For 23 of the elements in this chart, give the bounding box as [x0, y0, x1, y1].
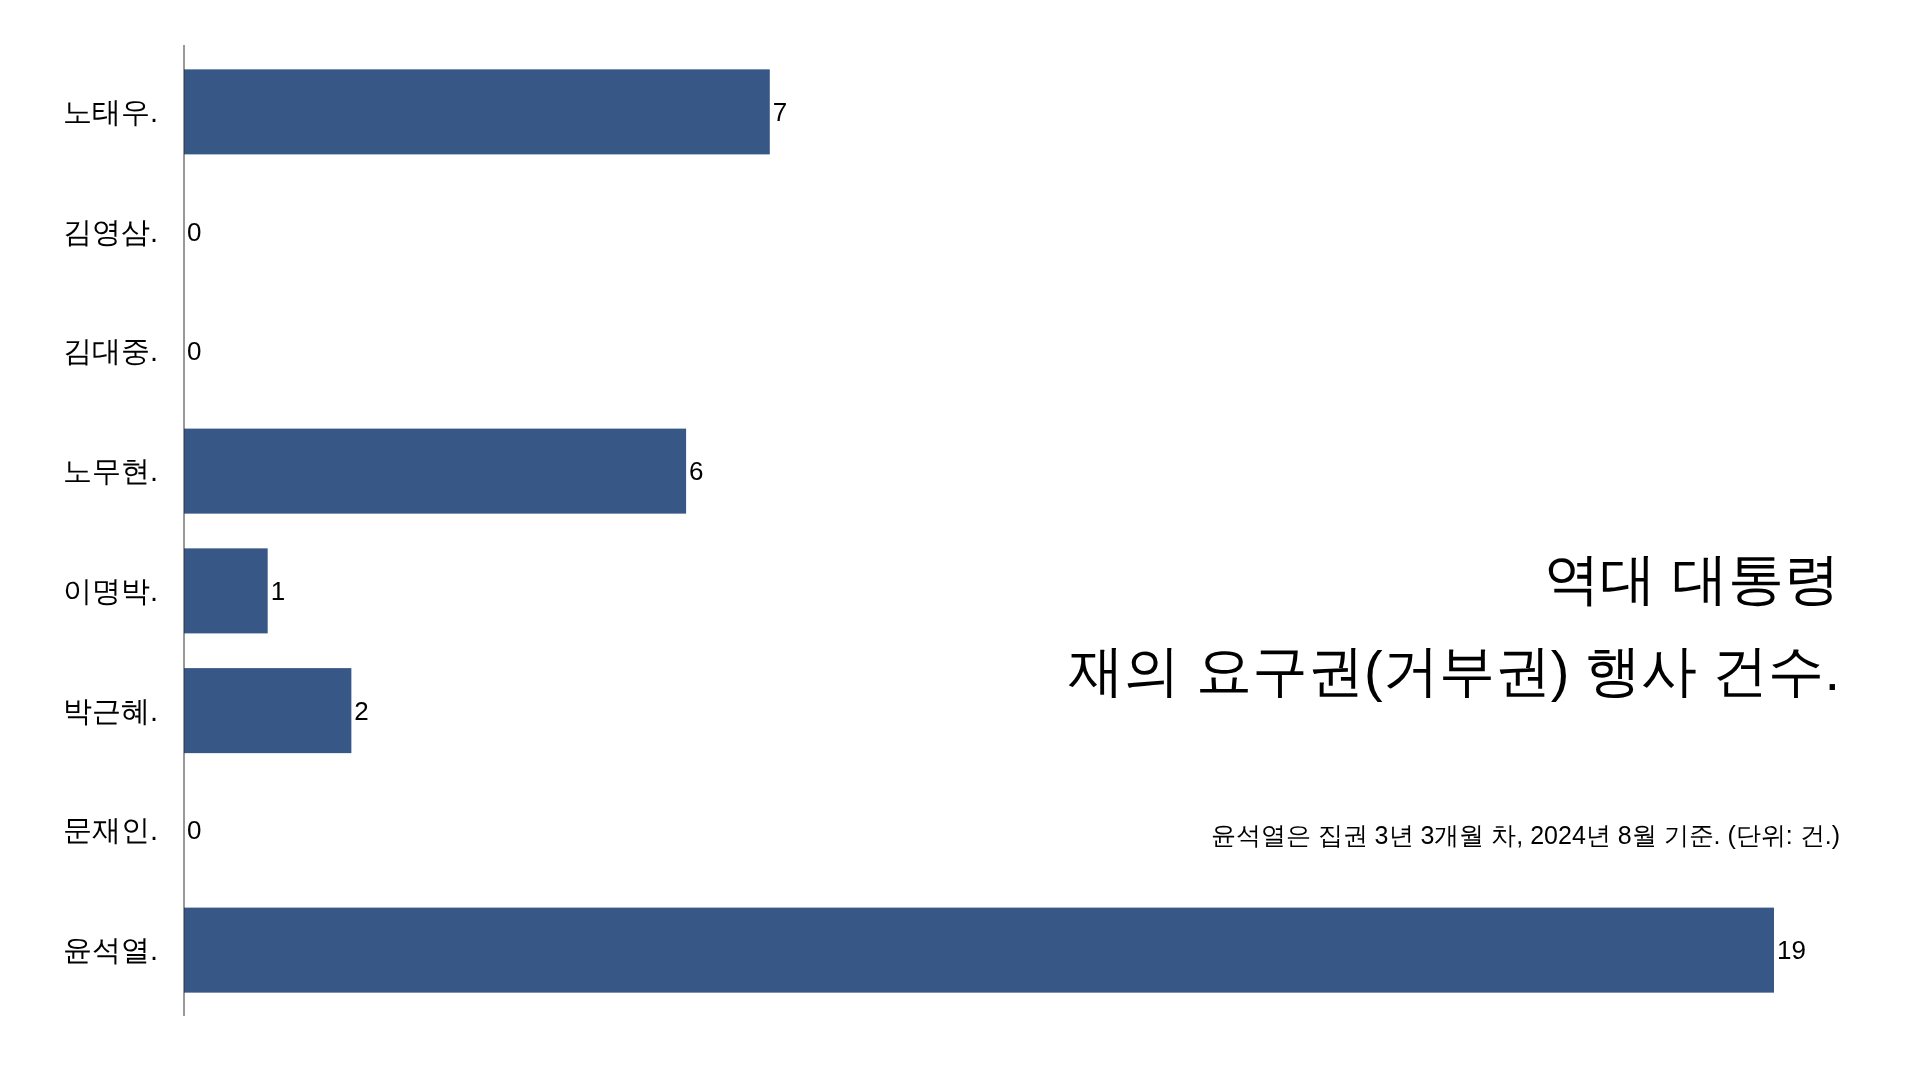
- text: 윤석열은 집권 3년 3개월 차, 2024년 8월 기준. (단위: 건.): [1210, 821, 1840, 849]
- data-label: 0: [187, 336, 202, 367]
- y-tick-label: 윤석열.: [62, 934, 158, 967]
- data-label: 19: [1777, 935, 1806, 966]
- y-tick-label: 노태우.: [62, 95, 158, 128]
- bar: [184, 428, 687, 514]
- data-label: 0: [187, 815, 202, 846]
- data-label: 2: [354, 695, 369, 726]
- y-tick-label: 문재인.: [62, 814, 158, 847]
- bar: [184, 907, 1774, 993]
- bar: [184, 548, 268, 634]
- data-label: 0: [187, 216, 202, 247]
- y-tick-label: 김영삼.: [62, 215, 158, 248]
- text: 역대 대통령 재의 요구권(거부권) 행사 건수.: [1068, 547, 1840, 702]
- data-label: 7: [772, 96, 788, 127]
- data-label: 1: [270, 575, 286, 606]
- y-tick-label: 김대중.: [62, 335, 158, 368]
- y-tick-label: 박근혜.: [62, 694, 158, 727]
- y-tick-label: 노무현.: [62, 455, 158, 488]
- bar: [184, 668, 352, 754]
- y-tick-label: 이명박.: [62, 574, 158, 607]
- bar: [184, 69, 770, 155]
- data-label: 6: [689, 456, 704, 487]
